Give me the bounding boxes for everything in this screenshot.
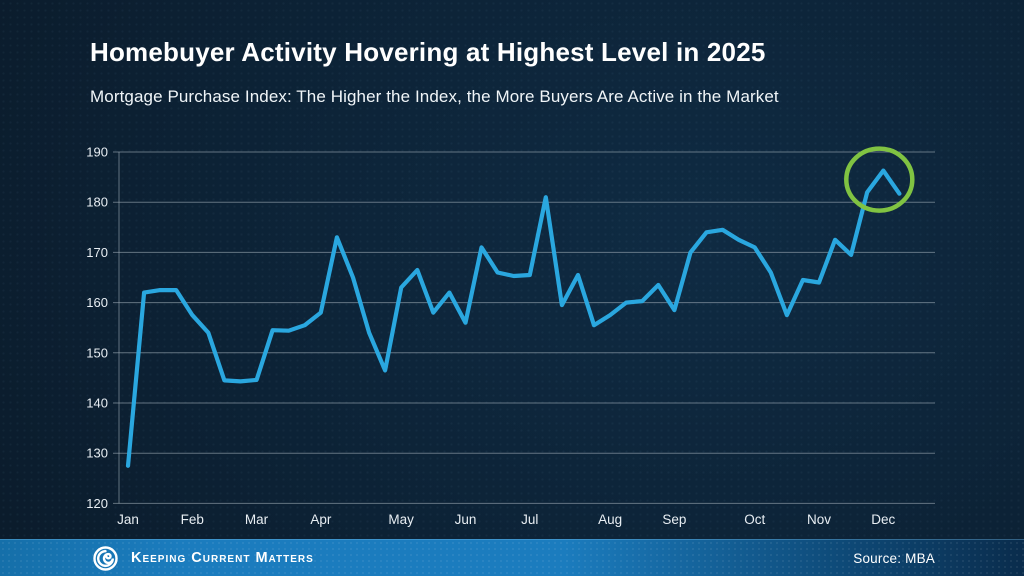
- y-axis-tick-label: 120: [86, 496, 108, 511]
- brand-lockup: Keeping Current Matters: [92, 545, 314, 572]
- footer-bar: Keeping Current Matters Source: MBA: [0, 539, 1024, 576]
- y-axis-tick-label: 150: [86, 345, 108, 360]
- y-axis-tick-label: 190: [86, 145, 108, 160]
- x-axis-tick-label: Dec: [871, 512, 895, 527]
- y-axis-tick-label: 170: [86, 245, 108, 260]
- y-axis-tick-label: 130: [86, 446, 108, 461]
- x-axis-tick-label: Aug: [598, 512, 622, 527]
- index-line-series: [125, 168, 902, 468]
- page-title: Homebuyer Activity Hovering at Highest L…: [90, 37, 766, 67]
- x-axis-tick-label: Jun: [455, 512, 477, 527]
- x-axis-tick-label: Jan: [117, 512, 139, 527]
- brand-name: Keeping Current Matters: [131, 550, 314, 566]
- y-axis-tick-label: 140: [86, 396, 108, 411]
- kcm-spiral-logo-icon: [93, 545, 118, 571]
- x-axis-tick-label: Oct: [744, 512, 765, 527]
- x-axis-tick-label: Sep: [662, 512, 686, 527]
- x-axis-tick-label: Nov: [807, 512, 831, 527]
- chart-header: Homebuyer Activity Hovering at Highest L…: [90, 38, 964, 107]
- x-axis-tick-label: Apr: [310, 512, 332, 527]
- x-axis-tick-label: Mar: [245, 512, 269, 527]
- x-axis-tick-label: Jul: [521, 512, 538, 527]
- page-subtitle: Mortgage Purchase Index: The Higher the …: [90, 86, 779, 106]
- y-axis-tick-label: 160: [86, 295, 108, 310]
- x-axis-tick-label: Feb: [181, 512, 204, 527]
- x-axis-tick-label: May: [388, 512, 414, 527]
- peak-highlight-circle: [844, 146, 915, 213]
- y-axis-tick-label: 180: [86, 195, 108, 210]
- source-label: Source: MBA: [853, 550, 935, 566]
